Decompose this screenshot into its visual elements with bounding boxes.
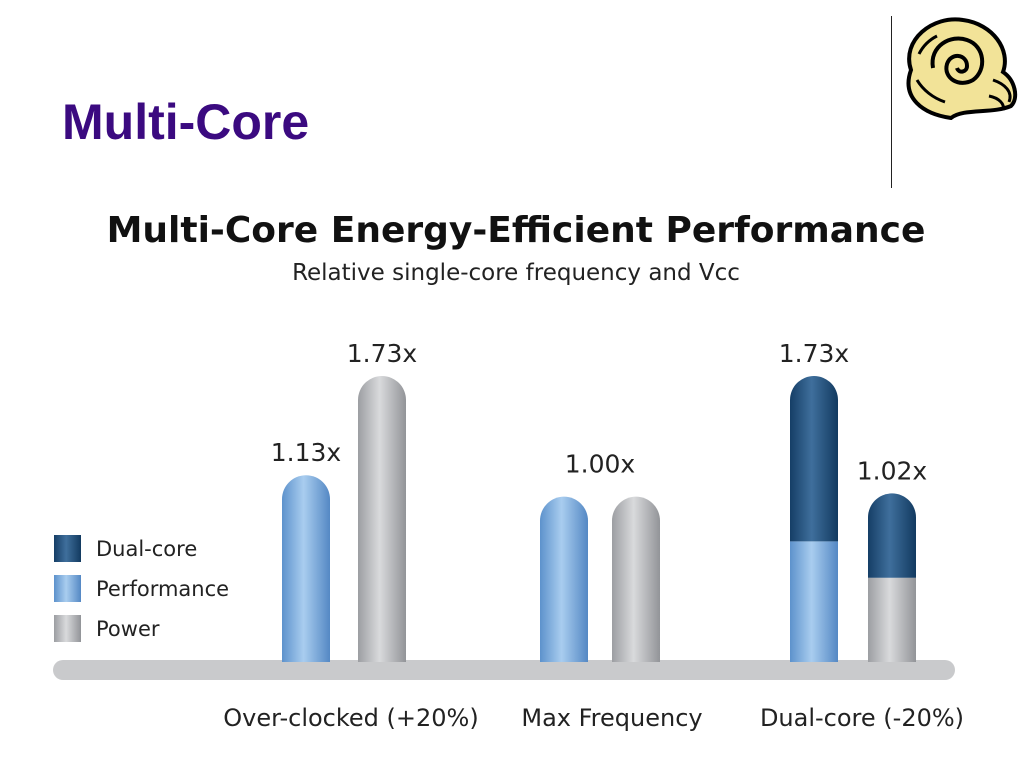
chart-title: Multi-Core Energy-Efficient Performance: [107, 210, 926, 251]
category-label: Over-clocked (+20%): [223, 704, 478, 732]
legend-label: Dual-core: [96, 537, 197, 561]
legend-swatch-performance: [54, 575, 81, 602]
bar-2: [358, 376, 406, 662]
legend: Dual-core Performance Power: [54, 535, 229, 642]
slide-title: Multi-Core: [62, 94, 310, 150]
legend-label: Power: [96, 617, 160, 641]
category-label: Max Frequency: [521, 704, 702, 732]
bar-segment-power: [868, 577, 916, 662]
bar-segment-power: [612, 496, 660, 662]
bar-1: [282, 475, 330, 662]
legend-swatch-power: [54, 615, 81, 642]
chart-baseline: [53, 660, 955, 680]
data-label: 1.02x: [857, 456, 927, 485]
labels-layer: 1.13x 1.73x 1.73x 1.02x 1.00x: [271, 339, 927, 485]
categories-layer: Over-clocked (+20%) Max Frequency Dual-cor…: [223, 704, 964, 732]
data-label: 1.73x: [779, 339, 849, 368]
data-label: 1.13x: [271, 438, 341, 467]
bar-6: [868, 493, 916, 662]
bar-4: [612, 496, 660, 662]
title-divider: [891, 16, 892, 188]
legend-label: Performance: [96, 577, 229, 601]
bar-segment-performance: [282, 475, 330, 662]
scroll-logo-icon: [906, 17, 1018, 120]
bar-segment-dual-core: [868, 493, 916, 578]
legend-swatch-dual-core: [54, 535, 81, 562]
bar-3: [540, 496, 588, 662]
data-label: 1.73x: [347, 339, 417, 368]
bar-segment-power: [358, 376, 406, 662]
bar-segment-dual-core: [790, 376, 838, 542]
category-label: Dual-core (-20%): [760, 704, 964, 732]
chart-subtitle: Relative single-core frequency and Vcc: [292, 260, 740, 286]
bars-layer: [282, 376, 916, 662]
bar-segment-performance: [540, 496, 588, 662]
bar-segment-performance: [790, 541, 838, 662]
data-label: 1.00x: [565, 450, 635, 479]
bar-5: [790, 376, 838, 662]
